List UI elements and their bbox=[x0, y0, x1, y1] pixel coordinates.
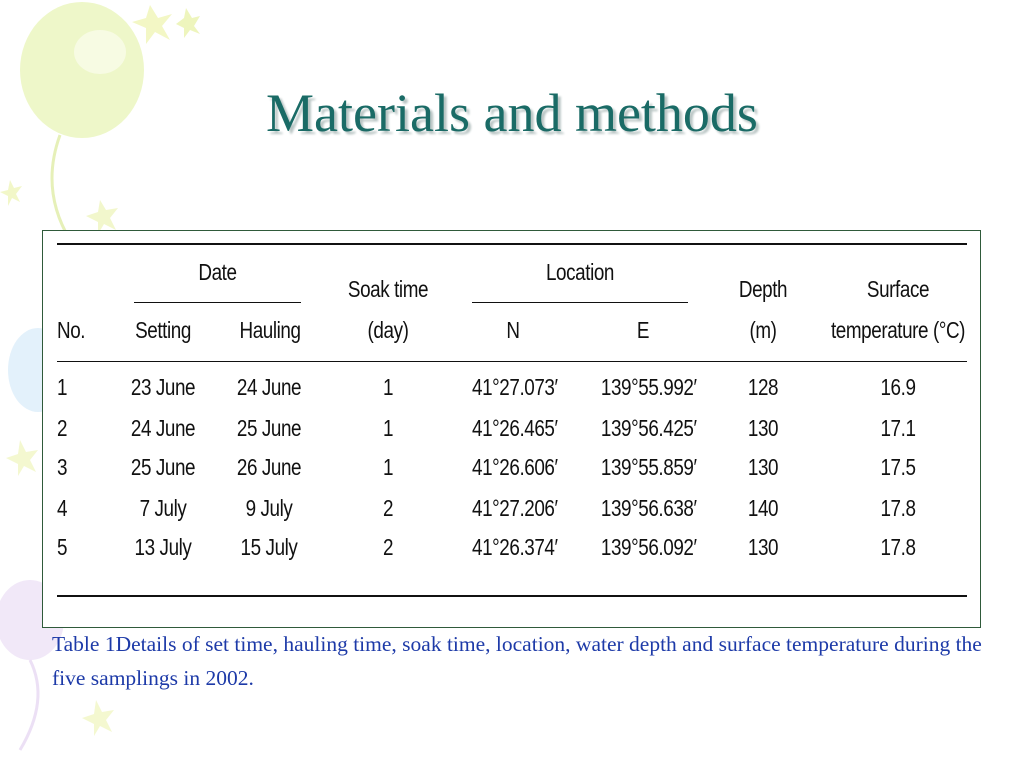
cell-east: 139°56.092′ bbox=[600, 534, 697, 560]
cell-depth: 128 bbox=[747, 374, 779, 400]
header-depth: Depth bbox=[738, 276, 788, 302]
cell-north: 41°26.606′ bbox=[472, 454, 558, 480]
table-bottom-rule bbox=[57, 595, 967, 597]
table-caption: Table 1Details of set time, hauling time… bbox=[52, 632, 982, 690]
location-group-rule bbox=[472, 302, 688, 303]
cell-depth: 140 bbox=[747, 495, 779, 521]
header-north: N bbox=[506, 317, 520, 343]
cell-hauling: 24 June bbox=[236, 374, 302, 400]
header-setting: Setting bbox=[135, 317, 191, 343]
cell-surface: 17.8 bbox=[880, 534, 916, 560]
cell-soak: 1 bbox=[382, 415, 394, 441]
cell-east: 139°56.425′ bbox=[600, 415, 697, 441]
slide-title: Materials and methods bbox=[266, 83, 758, 143]
cell-surface: 17.5 bbox=[880, 454, 916, 480]
header-soak-time: Soak time bbox=[347, 276, 429, 302]
cell-north: 41°27.073′ bbox=[472, 374, 558, 400]
cell-setting: 7 July bbox=[139, 495, 187, 521]
cell-setting: 13 July bbox=[134, 534, 192, 560]
cell-no: 2 bbox=[57, 415, 68, 441]
header-surface: Surface bbox=[866, 276, 930, 302]
header-date: Date bbox=[198, 259, 237, 285]
cell-surface: 17.8 bbox=[880, 495, 916, 521]
cell-hauling: 15 July bbox=[240, 534, 298, 560]
cell-soak: 2 bbox=[382, 534, 394, 560]
header-hauling: Hauling bbox=[239, 317, 301, 343]
header-east: E bbox=[636, 317, 650, 343]
cell-hauling: 25 June bbox=[236, 415, 302, 441]
cell-north: 41°26.465′ bbox=[472, 415, 558, 441]
cell-setting: 25 June bbox=[130, 454, 196, 480]
cell-depth: 130 bbox=[747, 454, 779, 480]
cell-north: 41°26.374′ bbox=[472, 534, 558, 560]
cell-hauling: 9 July bbox=[245, 495, 293, 521]
header-surface-temperature: temperature (°C) bbox=[830, 317, 966, 343]
cell-setting: 23 June bbox=[130, 374, 196, 400]
cell-surface: 17.1 bbox=[880, 415, 916, 441]
cell-no: 4 bbox=[57, 495, 68, 521]
table-top-rule bbox=[57, 243, 967, 245]
cell-north: 41°27.206′ bbox=[472, 495, 558, 521]
cell-depth: 130 bbox=[747, 534, 779, 560]
cell-soak: 1 bbox=[382, 454, 394, 480]
header-rule bbox=[57, 361, 967, 362]
cell-east: 139°55.992′ bbox=[600, 374, 697, 400]
cell-depth: 130 bbox=[747, 415, 779, 441]
cell-soak: 1 bbox=[382, 374, 394, 400]
cell-surface: 16.9 bbox=[880, 374, 916, 400]
header-soak-time-unit: (day) bbox=[367, 317, 409, 343]
cell-no: 3 bbox=[57, 454, 68, 480]
cell-east: 139°56.638′ bbox=[600, 495, 697, 521]
header-depth-unit: (m) bbox=[749, 317, 777, 343]
header-no: No. bbox=[57, 317, 86, 343]
cell-no: 5 bbox=[57, 534, 68, 560]
cell-hauling: 26 June bbox=[236, 454, 302, 480]
data-table: Date Soak time (day) Location Depth (m) … bbox=[42, 230, 981, 628]
cell-east: 139°55.859′ bbox=[600, 454, 697, 480]
cell-no: 1 bbox=[57, 374, 68, 400]
header-location: Location bbox=[545, 259, 615, 285]
cell-setting: 24 June bbox=[130, 415, 196, 441]
date-group-rule bbox=[134, 302, 301, 303]
cell-soak: 2 bbox=[382, 495, 394, 521]
